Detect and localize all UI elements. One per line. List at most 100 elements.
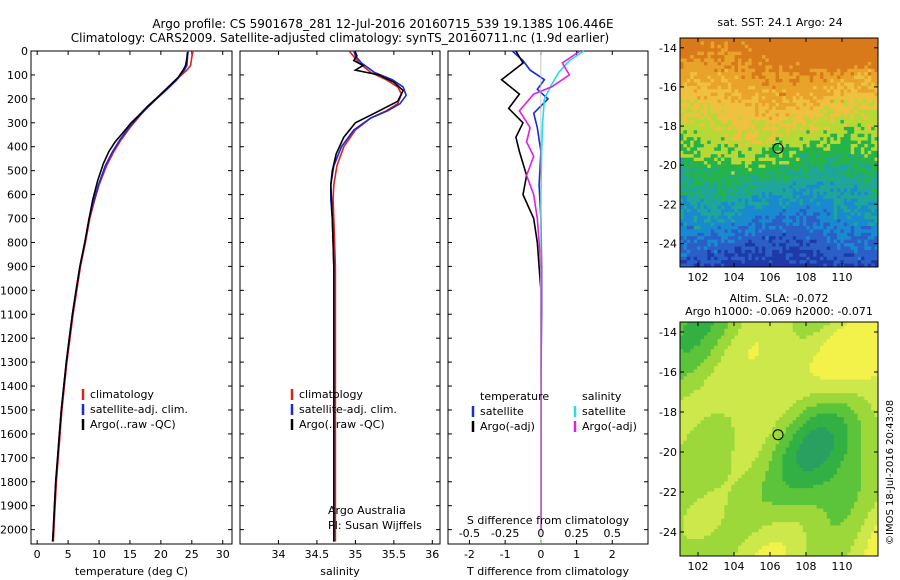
lat-tick-label: -20 [659, 446, 677, 459]
depth-tick-label: 400 [7, 141, 28, 154]
x-tick-label: 35 [348, 548, 362, 561]
s-tick-label: 0.5 [604, 527, 622, 540]
legend-label: satellite-adj. clim. [90, 403, 188, 416]
s-tick-label: 0 [537, 527, 544, 540]
lat-tick-label: -18 [659, 120, 677, 133]
x-tick-label: 35.5 [382, 548, 407, 561]
depth-tick-label: 500 [7, 165, 28, 178]
lon-tick-label: 106 [760, 271, 781, 284]
annotation-line1: Argo Australia [328, 504, 406, 517]
x-tick-label: 2 [609, 548, 616, 561]
depth-tick-label: 700 [7, 213, 28, 226]
profile-panel-1: 0100200300400500600700800900100011001200… [0, 45, 233, 578]
depth-tick-label: 1200 [0, 332, 28, 345]
legend-label: Argo(..raw -QC) [299, 418, 385, 431]
lat-tick-label: -16 [659, 81, 677, 94]
x-axis-label: salinity [320, 565, 360, 578]
header-line2: Climatology: CARS2009. Satellite-adjuste… [71, 31, 609, 45]
legend-title-salinity: salinity [582, 390, 622, 403]
lon-tick-label: 110 [832, 560, 853, 573]
profile-panel-2: 34 34.5 35 35.5 36 salinity climatology satelli… [239, 50, 441, 578]
sst-map-title: sat. SST: 24.1 Argo: 24 [717, 16, 842, 29]
depth-tick-label: 1100 [0, 308, 28, 321]
series-line-3 [51, 52, 189, 542]
panel-frame [447, 50, 649, 545]
depth-tick-label: 200 [7, 93, 28, 106]
depth-tick-label: 1600 [0, 428, 28, 441]
series-line-1 [332, 50, 403, 542]
argo-location-marker [772, 429, 784, 441]
depth-tick-label: 900 [7, 260, 28, 273]
series-line-2 [500, 50, 542, 530]
sla-map-title1: Altim. SLA: -0.072 [729, 292, 828, 305]
legend-label: Argo(-adj) [582, 420, 637, 433]
legend-label: climatology [299, 388, 363, 401]
s-tick-label: -0.25 [491, 527, 519, 540]
profile-panel-3: -2 -1 0 1 2 T difference from climatology -0.5… [447, 50, 649, 578]
x-tick-label: 34.5 [305, 548, 330, 561]
x-tick-label: 5 [65, 548, 72, 561]
lon-tick-label: 108 [796, 560, 817, 573]
x-tick-label: 34 [271, 548, 285, 561]
legend-label: satellite [582, 405, 626, 418]
credit-text: ©IMOS 18-Jul-2016 20:43:08 [885, 400, 896, 545]
x-tick-label: 0 [34, 548, 41, 561]
legend-label: satellite-adj. clim. [299, 403, 397, 416]
x-tick-label: 10 [92, 548, 106, 561]
x-tick-label: 0 [537, 548, 544, 561]
depth-tick-label: 800 [7, 236, 28, 249]
lat-tick-label: -24 [659, 526, 677, 539]
x-tick-label: 1 [573, 548, 580, 561]
s-tick-label: 0.25 [564, 527, 589, 540]
x-tick-label: 15 [123, 548, 137, 561]
depth-tick-label: 1300 [0, 356, 28, 369]
depth-tick-label: 1500 [0, 404, 28, 417]
legend-label: climatology [90, 388, 154, 401]
legend-label: satellite [480, 405, 524, 418]
series-line-2 [51, 50, 189, 542]
annotation-line2: PI: Susan Wijffels [328, 519, 422, 532]
map-frame [679, 321, 879, 557]
series-line-2 [329, 50, 408, 542]
depth-tick-label: 1700 [0, 452, 28, 465]
lon-tick-label: 104 [724, 560, 745, 573]
depth-tick-label: 1000 [0, 284, 28, 297]
lat-tick-label: -14 [659, 326, 677, 339]
series-line-4 [518, 50, 581, 530]
lat-tick-label: -16 [659, 366, 677, 379]
x-tick-label: 20 [154, 548, 168, 561]
depth-tick-label: 0 [21, 45, 28, 58]
x-tick-label: 30 [216, 548, 230, 561]
panel-frame [30, 50, 233, 545]
lon-tick-label: 102 [688, 560, 709, 573]
lon-tick-label: 102 [688, 271, 709, 284]
legend-label: Argo(-adj) [480, 420, 535, 433]
x-tick-label: 25 [185, 548, 199, 561]
argo-location-marker [772, 142, 784, 154]
lon-tick-label: 106 [760, 560, 781, 573]
x-tick-label: -1 [500, 548, 511, 561]
header-line1: Argo profile: CS 5901678_281 12-Jul-2016… [152, 17, 613, 31]
depth-tick-label: 1800 [0, 476, 28, 489]
map-frame [679, 37, 879, 268]
lat-tick-label: -14 [659, 42, 677, 55]
depth-tick-label: 100 [7, 69, 28, 82]
lon-tick-label: 108 [796, 271, 817, 284]
lon-tick-label: 104 [724, 271, 745, 284]
depth-tick-label: 300 [7, 117, 28, 130]
series-line-3 [329, 51, 405, 542]
sst-map-panel: -14 -16 -18 -20 -22 -24 102 104 106 108 110 [659, 37, 879, 284]
x-axis-label-top: S difference from climatology [467, 514, 630, 527]
lat-tick-label: -22 [659, 198, 677, 211]
legend-title-temperature: temperature [480, 390, 549, 403]
sla-map-title2: Argo h1000: -0.069 h2000: -0.071 [685, 305, 873, 318]
lon-tick-label: 110 [832, 271, 853, 284]
sla-map-panel: -14 -16 -18 -20 -22 -24 102 104 106 108 110 [659, 321, 879, 573]
series-line-1 [52, 50, 194, 542]
depth-tick-label: 2000 [0, 524, 28, 537]
lat-tick-label: -24 [659, 238, 677, 251]
x-tick-label: 36 [425, 548, 439, 561]
lat-tick-label: -22 [659, 486, 677, 499]
lat-tick-label: -20 [659, 159, 677, 172]
